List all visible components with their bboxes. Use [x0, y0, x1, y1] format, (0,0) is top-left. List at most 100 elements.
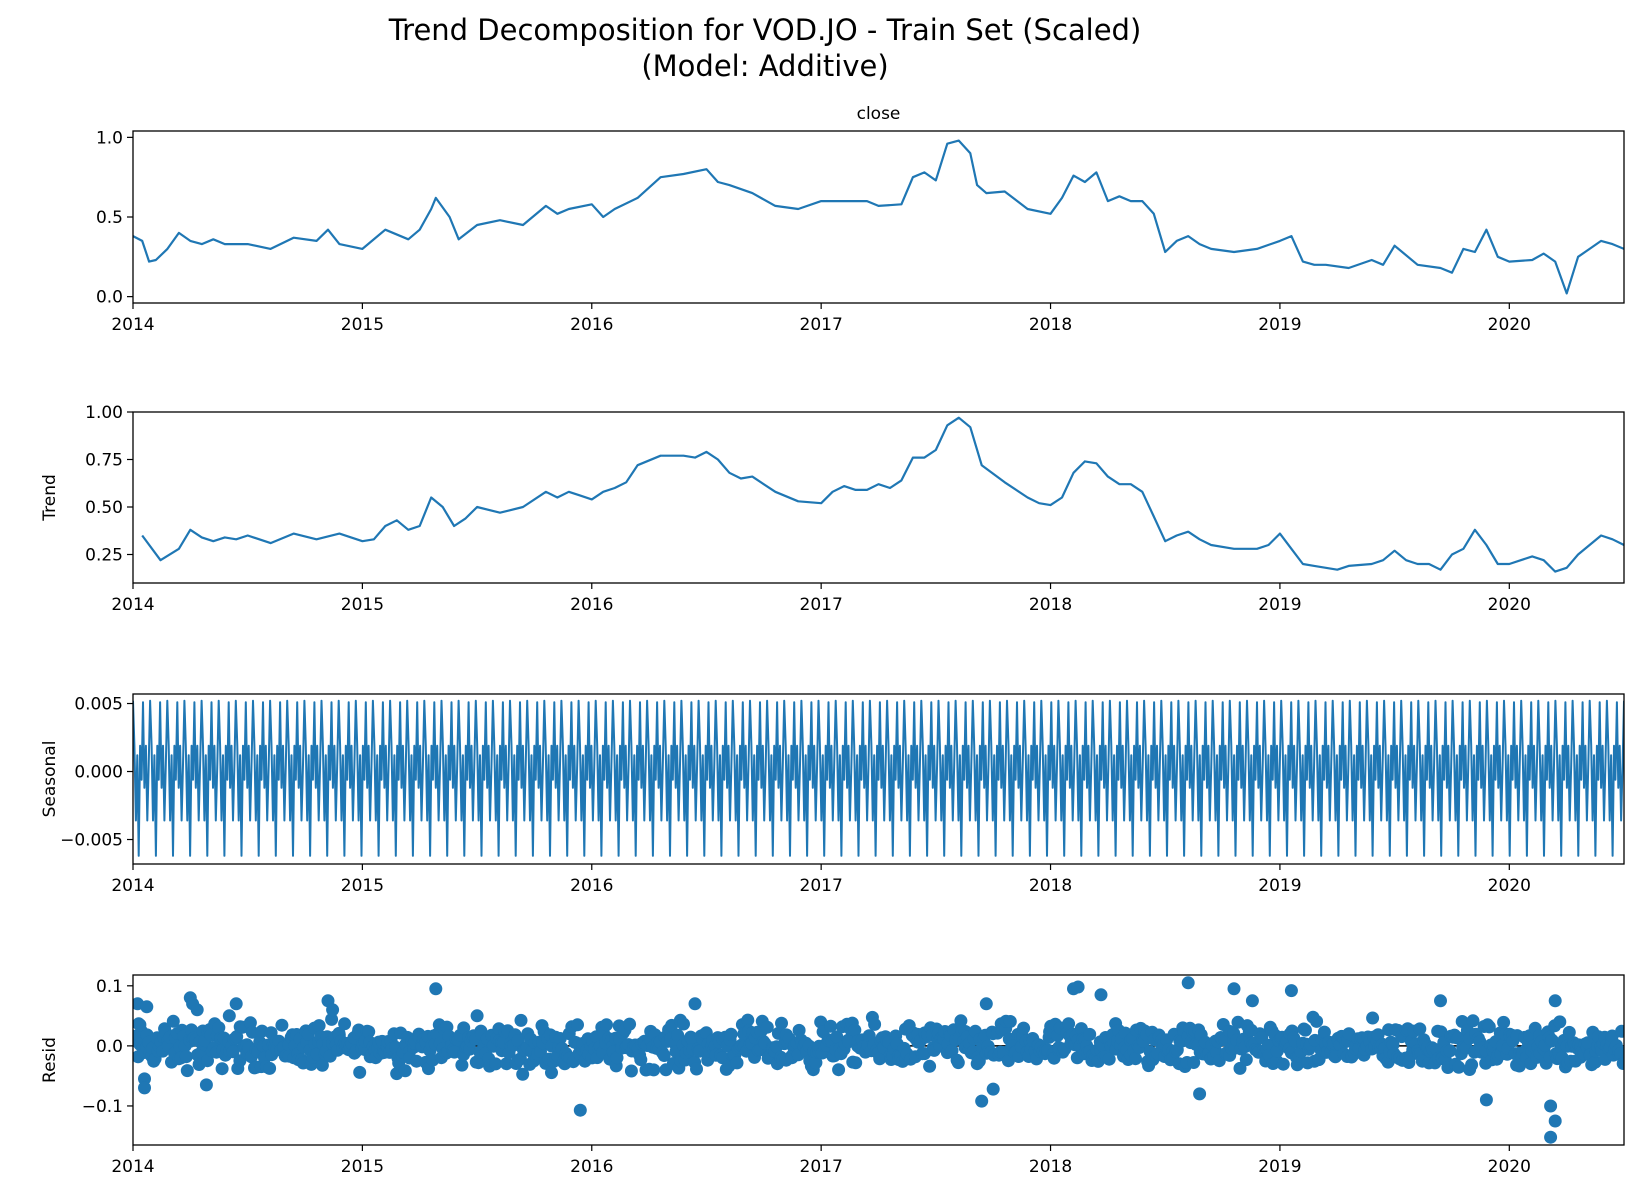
- figure-title-line1: Trend Decomposition for VOD.JO - Train S…: [388, 13, 1142, 47]
- ytick-label: 0.1: [96, 977, 123, 997]
- resid-point: [1614, 1047, 1624, 1060]
- panel-seasonal: Seasonal 2014 2015 2016 2017 2018 2019 2020 0.00…: [40, 693, 1625, 896]
- resid-point: [353, 1065, 367, 1079]
- resid-outlier-point: [1553, 1015, 1567, 1029]
- plot-area-trend: [141, 416, 1624, 573]
- xtick-label: 2020: [1488, 1157, 1531, 1177]
- resid-point: [545, 1066, 558, 1080]
- resid-point: [516, 1067, 530, 1081]
- series-line-trend: [141, 416, 1624, 573]
- resid-point: [245, 1025, 259, 1039]
- resid-outlier-point: [1548, 1114, 1562, 1128]
- resid-point: [1298, 1023, 1312, 1037]
- resid-point: [1317, 1025, 1331, 1039]
- xtick-label: 2016: [570, 595, 613, 615]
- axes-frame-seasonal: [132, 693, 1625, 865]
- xtick-label: 2017: [800, 315, 843, 335]
- ytick-label: 0.50: [85, 498, 123, 518]
- resid-point: [489, 1057, 503, 1071]
- resid-point: [571, 1018, 584, 1032]
- resid-point: [1187, 1056, 1201, 1069]
- resid-point: [832, 1063, 846, 1077]
- xtick-label: 2015: [341, 315, 384, 335]
- figure-title-line2: (Model: Additive): [641, 49, 888, 83]
- xtick-label: 2014: [111, 315, 154, 335]
- resid-outlier-point: [688, 997, 702, 1011]
- ylabel-trend: Trend: [40, 474, 60, 522]
- xtick-label: 2019: [1258, 876, 1301, 896]
- resid-point: [315, 1058, 329, 1072]
- xtick-label: 2014: [111, 876, 154, 896]
- resid-point: [1512, 1059, 1526, 1073]
- resid-point: [945, 1044, 959, 1058]
- resid-point: [741, 1013, 755, 1027]
- resid-point: [677, 1017, 690, 1031]
- resid-point: [215, 1062, 229, 1076]
- xtick-label: 2017: [800, 1157, 843, 1177]
- resid-outlier-point: [1548, 994, 1562, 1008]
- resid-outlier-point: [1227, 982, 1241, 996]
- resid-point: [1083, 1027, 1097, 1041]
- resid-point: [1102, 1052, 1116, 1066]
- resid-point: [1562, 1025, 1576, 1039]
- resid-point: [1129, 1052, 1142, 1066]
- resid-outlier-point: [979, 997, 993, 1011]
- resid-outlier-point: [133, 1018, 147, 1032]
- resid-outlier-point: [138, 1072, 151, 1086]
- ytick-label: −0.005: [60, 831, 123, 851]
- series-line-seasonal: [133, 699, 1624, 857]
- resid-outlier-point: [138, 1081, 151, 1095]
- panel-title-close: close: [857, 104, 901, 124]
- series-line-close: [133, 139, 1624, 295]
- ytick-label: 1.00: [85, 403, 123, 423]
- resid-point: [230, 1030, 244, 1044]
- resid-point: [1452, 1060, 1466, 1074]
- axes-frame-resid: [132, 974, 1625, 1146]
- axes-frame-close: [132, 130, 1625, 304]
- resid-point: [873, 1052, 887, 1066]
- resid-point: [226, 1045, 240, 1059]
- resid-point: [623, 1017, 637, 1031]
- xtick-label: 2018: [1029, 315, 1072, 335]
- resid-outlier-point: [1434, 994, 1447, 1008]
- resid-point: [362, 1025, 376, 1039]
- resid-outlier-point: [470, 1009, 484, 1023]
- xtick-label: 2018: [1029, 595, 1072, 615]
- ylabel-resid: Resid: [40, 1037, 60, 1083]
- ytick-label: 0.75: [85, 451, 123, 471]
- resid-point: [814, 1015, 828, 1029]
- resid-outlier-point: [429, 982, 443, 996]
- resid-outlier-point: [1094, 988, 1108, 1002]
- xtick-label: 2018: [1029, 1157, 1072, 1177]
- ytick-label: 0.0: [96, 1037, 123, 1057]
- plot-area-seasonal: [133, 699, 1624, 857]
- xtick-label: 2014: [111, 1157, 154, 1177]
- resid-point: [1466, 1014, 1480, 1028]
- resid-point: [180, 1064, 194, 1078]
- resid-point: [1413, 1022, 1427, 1036]
- resid-point: [693, 1044, 707, 1058]
- resid-point: [1615, 1024, 1624, 1038]
- resid-point: [1434, 1025, 1448, 1039]
- resid-point: [634, 1053, 648, 1067]
- ytick-label: 1.0: [96, 128, 123, 148]
- resid-point: [830, 1030, 844, 1044]
- xtick-label: 2020: [1488, 315, 1531, 335]
- resid-point: [760, 1020, 774, 1034]
- resid-point: [201, 1054, 214, 1068]
- panel-resid: Resid 2014 2015 2016 2017 2018 2019 2020 0.1 0.0 −…: [40, 974, 1625, 1177]
- resid-outlier-point: [975, 1094, 989, 1108]
- xtick-label: 2014: [111, 595, 154, 615]
- resid-point: [954, 1014, 968, 1028]
- resid-point: [1616, 1057, 1624, 1070]
- resid-outlier-point: [1544, 1130, 1558, 1144]
- resid-outlier-point: [199, 1078, 213, 1092]
- resid-point: [166, 1014, 180, 1028]
- resid-point: [338, 1017, 352, 1031]
- xtick-label: 2015: [341, 1157, 384, 1177]
- resid-point: [179, 1050, 193, 1064]
- panels: close 2014 2015 2016 2017 2018 2019 2020 0.0 0.5 1…: [40, 104, 1625, 1177]
- resid-point: [809, 1056, 823, 1070]
- xtick-label: 2020: [1488, 595, 1531, 615]
